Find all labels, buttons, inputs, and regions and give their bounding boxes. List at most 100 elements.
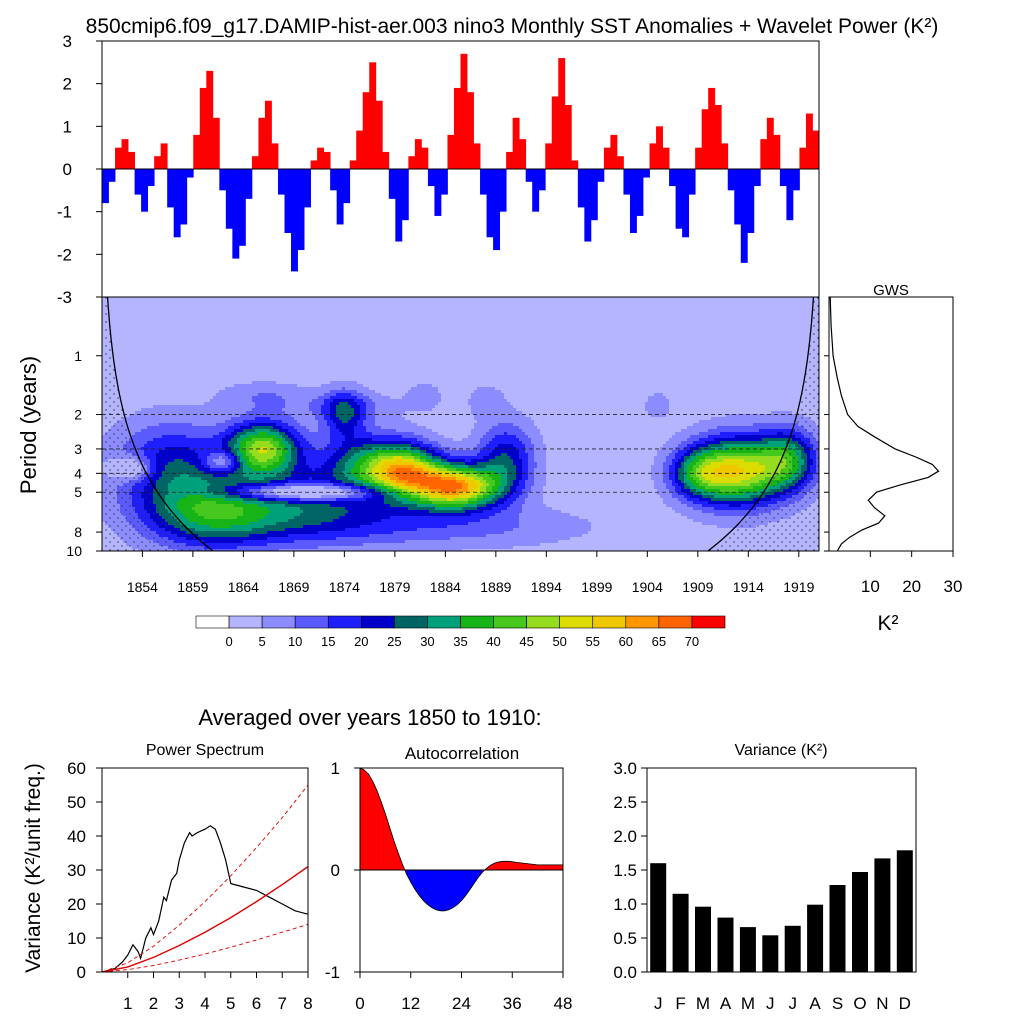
wavelet-cell bbox=[216, 378, 219, 381]
wavelet-cell bbox=[246, 435, 249, 438]
wavelet-cell bbox=[159, 327, 162, 330]
wavelet-cell bbox=[270, 489, 273, 492]
wavelet-cell bbox=[249, 420, 252, 423]
wavelet-cell bbox=[255, 528, 258, 531]
wavelet-cell bbox=[246, 333, 249, 336]
wavelet-cell bbox=[204, 381, 207, 384]
wavelet-cell bbox=[252, 468, 255, 471]
wavelet-cell bbox=[129, 396, 132, 399]
wavelet-cell bbox=[264, 423, 267, 426]
wavelet-cell bbox=[195, 327, 198, 330]
wavelet-cell bbox=[147, 333, 150, 336]
wavelet-cell bbox=[261, 531, 264, 534]
wavelet-cell bbox=[252, 411, 255, 414]
wavelet-cell bbox=[156, 444, 159, 447]
wavelet-cell bbox=[207, 540, 210, 543]
wavelet-cell bbox=[213, 426, 216, 429]
wavelet-cell bbox=[222, 495, 225, 498]
wavelet-cell bbox=[264, 318, 267, 321]
wavelet-cell bbox=[246, 537, 249, 540]
sst-bar bbox=[519, 139, 526, 169]
wavelet-cell bbox=[192, 309, 195, 312]
wavelet-cell bbox=[168, 312, 171, 315]
wavelet-cell bbox=[156, 390, 159, 393]
wavelet-cell bbox=[156, 462, 159, 465]
wavelet-cell bbox=[141, 324, 144, 327]
wavelet-cell bbox=[165, 339, 168, 342]
wavelet-cell bbox=[264, 333, 267, 336]
wavelet-cell bbox=[159, 450, 162, 453]
wavelet-cell bbox=[174, 312, 177, 315]
wavelet-cell bbox=[180, 516, 183, 519]
wavelet-cell bbox=[150, 366, 153, 369]
wavelet-cell bbox=[171, 369, 174, 372]
wavelet-cell bbox=[219, 357, 222, 360]
wavelet-cell bbox=[183, 504, 186, 507]
wavelet-cell bbox=[141, 315, 144, 318]
wavelet-cell bbox=[234, 357, 237, 360]
wavelet-cell bbox=[159, 324, 162, 327]
wavelet-cell bbox=[147, 387, 150, 390]
wavelet-cell bbox=[174, 327, 177, 330]
wavelet-cell bbox=[210, 399, 213, 402]
wavelet-cell bbox=[177, 345, 180, 348]
wavelet-cell bbox=[183, 432, 186, 435]
wavelet-cell bbox=[186, 345, 189, 348]
wavelet-cell bbox=[159, 453, 162, 456]
wavelet-cell bbox=[153, 312, 156, 315]
wavelet-cell bbox=[198, 372, 201, 375]
wavelet-cell bbox=[219, 309, 222, 312]
wavelet-cell bbox=[147, 309, 150, 312]
wavelet-cell bbox=[216, 480, 219, 483]
wavelet-cell bbox=[135, 339, 138, 342]
wavelet-cell bbox=[219, 432, 222, 435]
wavelet-cell bbox=[117, 375, 120, 378]
wavelet-cell bbox=[171, 330, 174, 333]
wavelet-cell bbox=[198, 366, 201, 369]
wavelet-cell bbox=[201, 366, 204, 369]
wavelet-cell bbox=[252, 507, 255, 510]
wavelet-cell bbox=[228, 333, 231, 336]
wavelet-cell bbox=[267, 543, 270, 546]
wavelet-cell bbox=[216, 537, 219, 540]
wavelet-cell bbox=[192, 417, 195, 420]
wavelet-cell bbox=[207, 309, 210, 312]
wavelet-cell bbox=[219, 537, 222, 540]
wavelet-cell bbox=[219, 510, 222, 513]
wavelet-cell bbox=[192, 516, 195, 519]
wavelet-cell bbox=[186, 462, 189, 465]
wavelet-cell bbox=[195, 462, 198, 465]
wavelet-cell bbox=[234, 342, 237, 345]
wavelet-cell bbox=[153, 468, 156, 471]
wavelet-cell bbox=[204, 417, 207, 420]
wavelet-cell bbox=[162, 375, 165, 378]
wavelet-cell bbox=[207, 486, 210, 489]
wavelet-cell bbox=[168, 315, 171, 318]
wavelet-cell bbox=[186, 501, 189, 504]
wavelet-cell bbox=[195, 324, 198, 327]
wavelet-cell bbox=[240, 396, 243, 399]
wavelet-cell bbox=[150, 315, 153, 318]
wavelet-cell bbox=[222, 519, 225, 522]
wavelet-cell bbox=[252, 516, 255, 519]
wavelet-cell bbox=[237, 456, 240, 459]
wavelet-cell bbox=[177, 441, 180, 444]
wavelet-cell bbox=[207, 369, 210, 372]
wavelet-cell bbox=[210, 441, 213, 444]
wavelet-cell bbox=[261, 513, 264, 516]
wavelet-cell bbox=[177, 468, 180, 471]
wavelet-cell bbox=[186, 324, 189, 327]
wavelet-cell bbox=[255, 516, 258, 519]
wavelet-cell bbox=[189, 300, 192, 303]
wavelet-cell bbox=[135, 300, 138, 303]
wavelet-cell bbox=[258, 519, 261, 522]
wavelet-cell bbox=[129, 408, 132, 411]
wavelet-cell bbox=[186, 369, 189, 372]
wavelet-cell bbox=[183, 393, 186, 396]
wavelet-cell bbox=[192, 378, 195, 381]
wavelet-cell bbox=[216, 444, 219, 447]
wavelet-cell bbox=[153, 408, 156, 411]
wavelet-cell bbox=[114, 354, 117, 357]
wavelet-cell bbox=[216, 387, 219, 390]
wavelet-cell bbox=[207, 417, 210, 420]
